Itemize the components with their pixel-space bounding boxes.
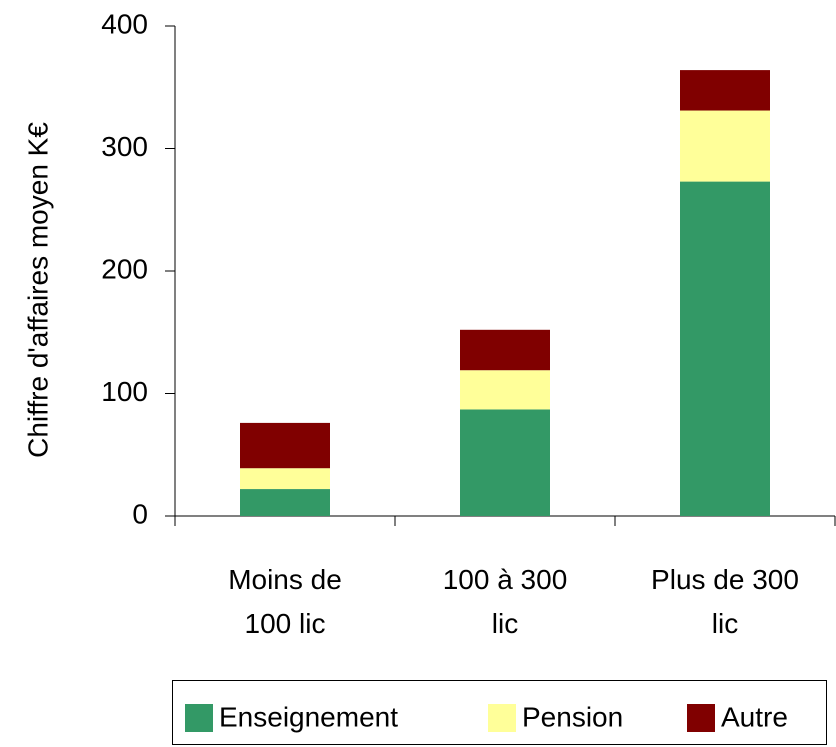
y-tick-label: 300	[101, 131, 148, 162]
bar-segment	[460, 370, 550, 410]
y-tick-label: 0	[132, 498, 148, 529]
bar-segment	[240, 468, 330, 490]
x-tick-label: 100 à 300 lic	[442, 564, 568, 639]
legend-swatch	[185, 704, 213, 732]
x-tick-label: Moins de 100 lic	[228, 564, 342, 639]
x-tick-label: Plus de 300 lic	[651, 564, 799, 639]
bar-segment	[680, 70, 770, 111]
bar-segment	[680, 181, 770, 516]
y-axis-label: Chiffre d'affaires moyen K€	[22, 122, 53, 458]
y-tick-label: 400	[101, 8, 148, 39]
legend-label: Autre	[721, 701, 788, 732]
legend-swatch	[488, 704, 516, 732]
legend-swatch	[687, 704, 715, 732]
legend-label: Enseignement	[219, 701, 398, 732]
legend-label: Pension	[522, 701, 623, 732]
bar-segment	[460, 329, 550, 371]
y-tick-label: 100	[101, 376, 148, 407]
bar-segment	[240, 489, 330, 516]
bar-segment	[240, 422, 330, 469]
bar-segment	[680, 110, 770, 182]
y-tick-label: 200	[101, 253, 148, 284]
bar-segment	[460, 409, 550, 516]
